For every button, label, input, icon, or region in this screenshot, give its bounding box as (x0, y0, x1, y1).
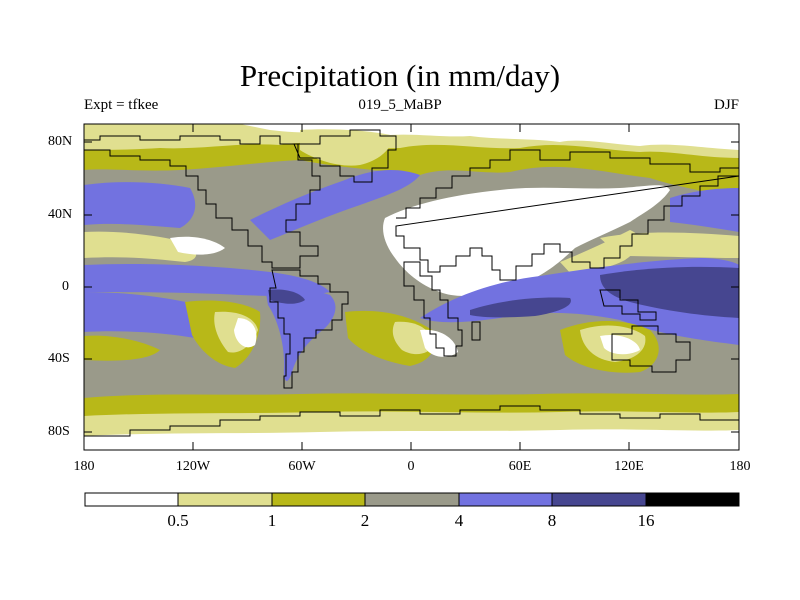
axis-ticks (84, 124, 739, 450)
x-tick-label: 60W (288, 459, 316, 474)
colorbar-box-2 (272, 493, 365, 506)
x-tick-label: 120E (614, 459, 644, 474)
north-pacific-east-blue (670, 188, 739, 232)
colorbar-box-0 (85, 493, 178, 506)
x-tick-label: 120W (175, 459, 211, 474)
y-tick-label: 80S (48, 424, 70, 439)
greenland-light (300, 129, 395, 166)
colorbar-box-5 (552, 493, 646, 506)
x-tick-label: 180 (73, 459, 95, 474)
x-tick-label: 0 (407, 459, 415, 474)
y-tick-label: 0 (62, 279, 69, 294)
season-label: DJF (713, 97, 739, 113)
y-tick-label: 40S (48, 351, 70, 366)
asia-dry-white (383, 185, 670, 296)
colorbar-label: 0.5 (167, 511, 189, 530)
coastlines (84, 129, 740, 437)
colorbar-label: 8 (547, 511, 557, 530)
colorbar-label: 2 (360, 511, 370, 530)
north-pacific-west-blue (84, 182, 196, 228)
south-pacific-blue (84, 292, 219, 338)
madagascar-coast (471, 321, 481, 341)
north-atlantic-blue (250, 169, 420, 240)
greenland-coast (293, 129, 397, 183)
x-tick-label: 180 (729, 459, 751, 474)
australia-coast (611, 325, 691, 373)
x-tick-label: 60E (508, 459, 532, 474)
ne-pacific-white (170, 236, 225, 255)
colorbar-box-3 (365, 493, 459, 506)
west-pacific-dark (600, 266, 739, 318)
colorbar-label: 1 (267, 511, 277, 530)
antarctica-coast (84, 405, 739, 437)
se-pacific-white (234, 318, 257, 348)
amazon-dark (268, 289, 305, 304)
colorbar-frame (84, 492, 740, 507)
y-tick-label: 40N (48, 207, 73, 222)
colorbar-box-4 (459, 493, 552, 506)
south-america-coast (269, 269, 349, 389)
africa-coast (403, 261, 463, 357)
colorbar (84, 492, 740, 507)
ne-pacific-light (84, 231, 197, 262)
sw-atlantic-olive (84, 335, 160, 361)
y-tick-label: 80N (48, 134, 73, 149)
colorbar-label: 4 (454, 511, 464, 530)
south-africa-white (420, 329, 458, 357)
colorbar-box-1 (178, 493, 272, 506)
antarctic-white (84, 429, 739, 450)
subtitle-label: 019_5_MaBP (358, 97, 442, 113)
precipitation-field (84, 124, 739, 450)
europe-asia-coast (396, 149, 739, 219)
map-title: Precipitation (in mm/day) (239, 58, 561, 93)
east-asia-coast (395, 175, 740, 281)
experiment-label: Expt = tfkee (84, 97, 159, 113)
south-america-blue (265, 286, 336, 381)
colorbar-label: 16 (637, 511, 655, 530)
colorbar-box-6 (646, 493, 739, 506)
maritime-continent-coast (599, 289, 657, 321)
nw-pacific-light (600, 232, 739, 258)
australia-white (600, 334, 640, 355)
indian-ocean-dark (470, 297, 571, 318)
north-america-coast (84, 135, 321, 269)
